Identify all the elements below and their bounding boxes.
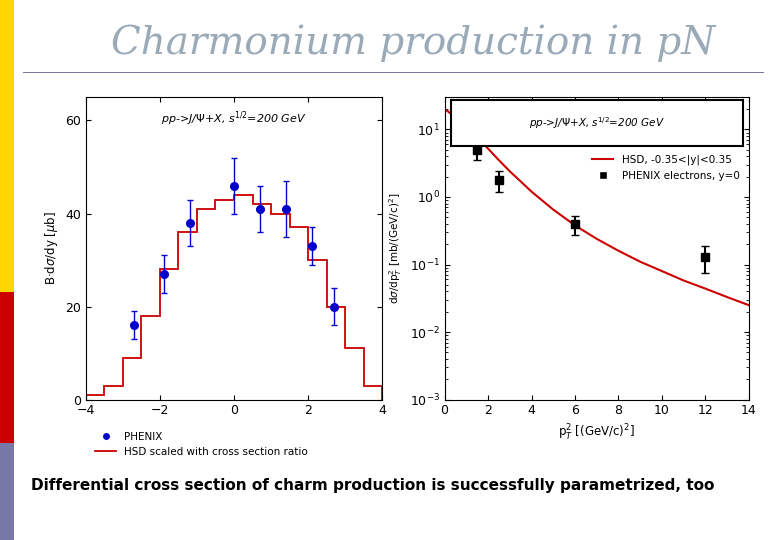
Text: Charmonium production in pN: Charmonium production in pN [112,24,715,62]
Y-axis label: d$\sigma$/dp$_T^2$ [mb/(GeV/c)$^2$]: d$\sigma$/dp$_T^2$ [mb/(GeV/c)$^2$] [387,193,404,304]
Text: pp->J/$\Psi$+X, s$^{1/2}$=200 GeV: pp->J/$\Psi$+X, s$^{1/2}$=200 GeV [161,109,307,128]
X-axis label: p$_T^2$ [(GeV/c)$^2$]: p$_T^2$ [(GeV/c)$^2$] [558,423,635,443]
Text: Differential cross section of charm production is successfully parametrized, too: Differential cross section of charm prod… [31,478,714,493]
Y-axis label: B·d$\sigma$/dy [$\mu$b]: B·d$\sigma$/dy [$\mu$b] [42,212,59,285]
Legend: PHENIX, HSD scaled with cross section ratio: PHENIX, HSD scaled with cross section ra… [91,427,312,461]
Legend: HSD, -0.35<|y|<0.35, PHENIX electrons, y=0: HSD, -0.35<|y|<0.35, PHENIX electrons, y… [588,151,743,185]
